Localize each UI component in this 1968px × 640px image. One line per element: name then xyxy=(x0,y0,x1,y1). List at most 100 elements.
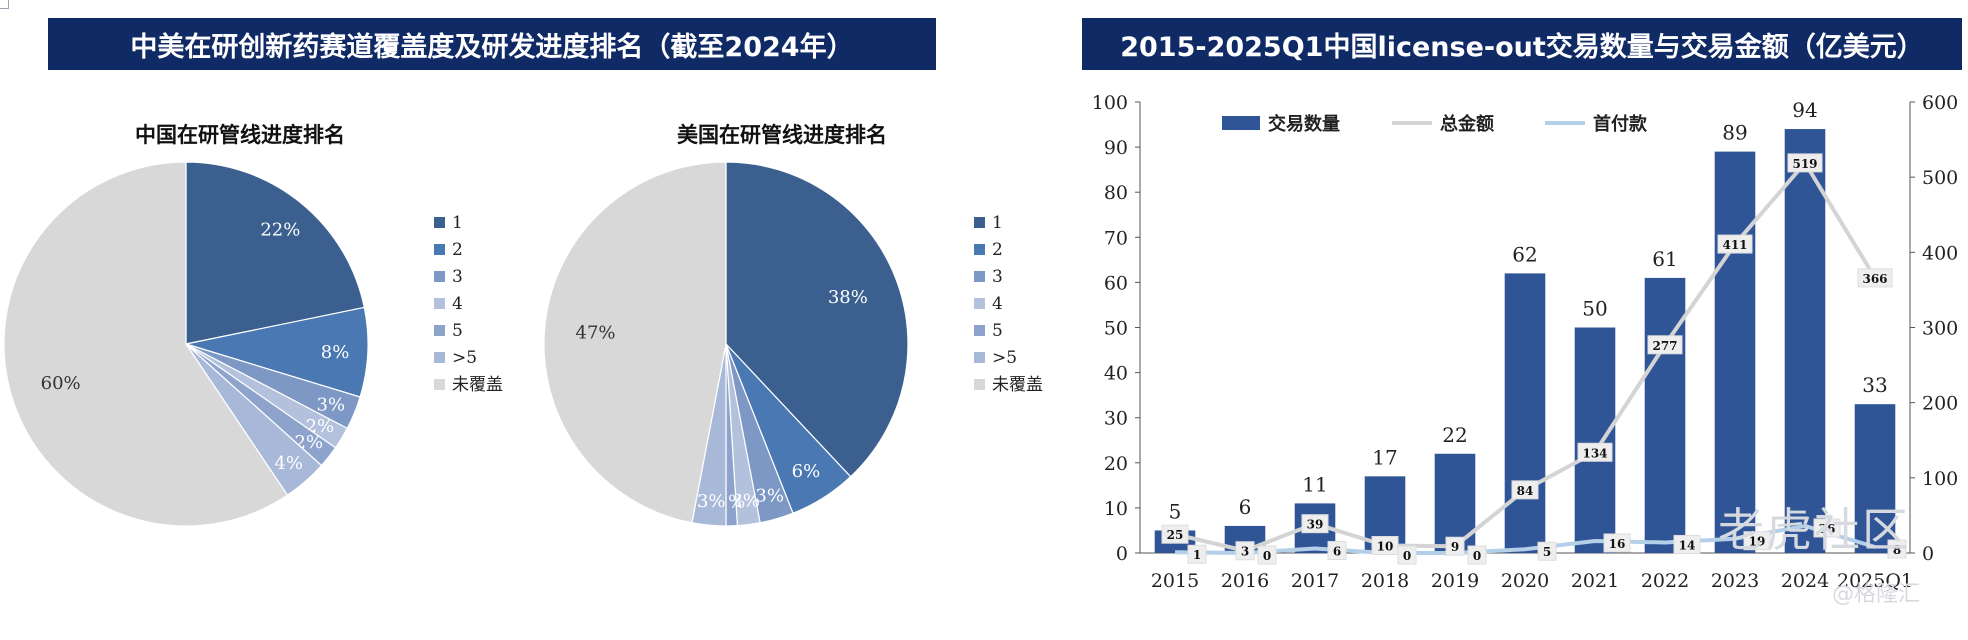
legend-swatch xyxy=(434,244,445,255)
legend-label: 未覆盖 xyxy=(992,375,1043,395)
bar xyxy=(1784,129,1826,553)
upfront-data-label: 1 xyxy=(1193,548,1201,562)
legend-swatch xyxy=(974,217,985,228)
pie-data-label: 2% xyxy=(731,490,760,511)
total-data-label: 366 xyxy=(1862,272,1887,286)
upfront-data-label-box xyxy=(1397,545,1417,565)
legend-label: 交易数量 xyxy=(1268,113,1340,135)
legend-label: >5 xyxy=(992,348,1017,368)
pie-data-label: 4% xyxy=(274,453,303,474)
legend-swatch-bar xyxy=(1222,116,1260,130)
right-axis-tick-label: 0 xyxy=(1922,543,1934,565)
upfront-data-label-box xyxy=(1467,545,1487,565)
legend-label: 4 xyxy=(992,294,1003,314)
upfront-data-label-box xyxy=(1887,539,1907,559)
total-data-label: 10 xyxy=(1377,539,1394,553)
pie-data-label: 3% xyxy=(755,485,784,506)
pie-data-label: 8% xyxy=(321,342,350,363)
upfront-data-label: 5 xyxy=(1543,545,1551,559)
x-axis-tick-label: 2024 xyxy=(1781,570,1829,592)
total-data-label: 411 xyxy=(1722,238,1747,252)
x-axis-tick-label: 2022 xyxy=(1641,570,1689,592)
upfront-data-label-box xyxy=(1257,545,1277,565)
total-data-label: 84 xyxy=(1517,484,1534,498)
legend-swatch xyxy=(434,217,445,228)
left-axis-tick-label: 0 xyxy=(1116,543,1128,565)
legend-swatch xyxy=(974,325,985,336)
x-axis-tick-label: 2017 xyxy=(1291,570,1339,592)
bar-data-label: 17 xyxy=(1372,445,1397,469)
bar-data-label: 62 xyxy=(1512,242,1537,266)
total-data-label-box xyxy=(1717,234,1753,254)
total-data-label-box xyxy=(1787,153,1823,173)
legend-label: 4 xyxy=(452,294,463,314)
legend-label: >5 xyxy=(452,348,477,368)
upfront-data-label: 0 xyxy=(1403,549,1411,563)
pie-title: 中国在研管线进度排名 xyxy=(135,122,345,147)
legend-label: 2 xyxy=(452,240,463,260)
bar-data-label: 11 xyxy=(1302,472,1327,496)
pie-slice xyxy=(185,161,366,345)
total-data-label-box xyxy=(1301,514,1329,534)
x-axis-tick-label: 2023 xyxy=(1711,570,1759,592)
legend-swatch xyxy=(434,379,445,390)
legend-swatch xyxy=(974,352,985,363)
upfront-data-label: 8 xyxy=(1893,543,1901,557)
upfront-data-label: 19 xyxy=(1749,535,1766,549)
left-axis-tick-label: 30 xyxy=(1104,408,1128,430)
total-data-label-box xyxy=(1647,335,1683,355)
right-axis-tick-label: 300 xyxy=(1922,318,1958,340)
pie-data-label: 60% xyxy=(41,373,81,394)
right-banner-title: 2015-2025Q1中国license-out交易数量与交易金额（亿美元） xyxy=(1082,18,1962,70)
left-axis-tick-label: 100 xyxy=(1092,92,1128,114)
pie-title: 美国在研管线进度排名 xyxy=(677,122,887,147)
upfront-data-label: 0 xyxy=(1473,549,1481,563)
x-axis-tick-label: 2015 xyxy=(1151,570,1199,592)
watermark-subtext: @格隆汇 xyxy=(1831,582,1920,607)
left-axis-tick-label: 40 xyxy=(1104,363,1128,385)
bar xyxy=(1504,273,1546,553)
pie-data-label: 22% xyxy=(260,219,300,240)
upfront-data-label: 0 xyxy=(1263,549,1271,563)
upfront-data-label: 16 xyxy=(1609,537,1626,551)
pie-slice xyxy=(543,161,727,524)
legend-label: 3 xyxy=(452,267,463,287)
pie-data-label: 47% xyxy=(576,323,616,344)
legend-label: 1 xyxy=(452,213,463,233)
left-axis-tick-label: 90 xyxy=(1104,137,1128,159)
total-data-label: 277 xyxy=(1652,339,1677,353)
legend-label: 2 xyxy=(992,240,1003,260)
legend-label: 5 xyxy=(452,321,463,341)
bar-data-label: 61 xyxy=(1652,247,1677,271)
legend-label: 未覆盖 xyxy=(452,375,503,395)
bar-data-label: 50 xyxy=(1582,297,1607,321)
pie-slice xyxy=(725,161,909,478)
upfront-data-label: 6 xyxy=(1333,544,1341,558)
legend-swatch xyxy=(974,298,985,309)
left-axis-tick-label: 10 xyxy=(1104,498,1128,520)
x-axis-tick-label: 2020 xyxy=(1501,570,1549,592)
legend-swatch xyxy=(974,379,985,390)
total-data-label: 519 xyxy=(1792,157,1817,171)
upfront-data-label: 36 xyxy=(1819,522,1836,536)
upfront-data-label: 14 xyxy=(1679,538,1696,552)
legend-swatch xyxy=(974,271,985,282)
bar-data-label: 22 xyxy=(1442,423,1467,447)
x-axis-tick-label: 2021 xyxy=(1571,570,1619,592)
bar xyxy=(1854,404,1896,553)
upfront-data-label-box xyxy=(1813,518,1841,538)
upfront-data-label-box xyxy=(1537,541,1557,561)
total-data-label: 39 xyxy=(1307,518,1324,532)
total-data-label: 134 xyxy=(1582,446,1607,460)
legend-label: 5 xyxy=(992,321,1003,341)
upfront-data-label-box xyxy=(1743,531,1771,551)
legend-swatch xyxy=(434,352,445,363)
legend-label: 总金额 xyxy=(1440,113,1494,135)
combo-chart: 0102030405060708090100010020030040050060… xyxy=(1092,92,1959,592)
upfront-data-label-box xyxy=(1327,540,1347,560)
total-data-label-box xyxy=(1577,442,1613,462)
pie-data-label: 3% xyxy=(697,491,726,512)
